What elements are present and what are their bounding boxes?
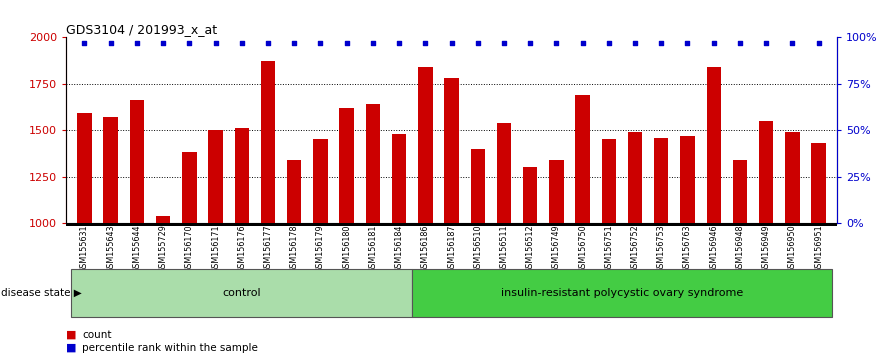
Text: insulin-resistant polycystic ovary syndrome: insulin-resistant polycystic ovary syndr… — [500, 288, 743, 298]
Point — [261, 40, 275, 46]
Bar — [602, 139, 616, 223]
Point — [234, 40, 248, 46]
Bar — [628, 132, 642, 223]
Point — [287, 40, 301, 46]
Bar — [707, 67, 721, 223]
Point — [523, 40, 537, 46]
Point — [759, 40, 774, 46]
Point — [733, 40, 747, 46]
Point — [182, 40, 196, 46]
Bar — [287, 160, 301, 223]
Point — [628, 40, 642, 46]
Bar — [785, 132, 800, 223]
Bar — [418, 67, 433, 223]
Text: control: control — [222, 288, 261, 298]
Bar — [549, 160, 564, 223]
Bar — [234, 128, 249, 223]
Bar — [392, 134, 406, 223]
Bar — [444, 78, 459, 223]
Text: percentile rank within the sample: percentile rank within the sample — [82, 343, 258, 353]
Point — [707, 40, 721, 46]
Point — [680, 40, 694, 46]
Text: count: count — [82, 330, 111, 339]
Text: ■: ■ — [66, 330, 77, 339]
Point — [104, 40, 118, 46]
Bar — [130, 101, 144, 223]
Text: disease state ▶: disease state ▶ — [1, 288, 82, 298]
Point — [156, 40, 170, 46]
Point — [392, 40, 406, 46]
Bar — [182, 153, 196, 223]
Text: ■: ■ — [66, 343, 77, 353]
Point — [602, 40, 616, 46]
Bar — [261, 61, 275, 223]
Point — [575, 40, 589, 46]
Point — [339, 40, 353, 46]
Bar — [156, 216, 170, 223]
Point — [418, 40, 433, 46]
Point — [366, 40, 380, 46]
Bar — [575, 95, 589, 223]
Point — [314, 40, 328, 46]
Bar — [523, 167, 537, 223]
Bar — [208, 130, 223, 223]
Point — [470, 40, 485, 46]
Point — [785, 40, 799, 46]
Bar — [759, 121, 774, 223]
Text: GDS3104 / 201993_x_at: GDS3104 / 201993_x_at — [66, 23, 218, 36]
Point — [497, 40, 511, 46]
Bar — [470, 149, 485, 223]
Bar — [314, 139, 328, 223]
Bar — [811, 143, 825, 223]
Bar — [103, 117, 118, 223]
Bar — [366, 104, 380, 223]
Point — [811, 40, 825, 46]
Bar — [733, 160, 747, 223]
Point — [655, 40, 669, 46]
Point — [550, 40, 564, 46]
Bar — [78, 113, 92, 223]
Point — [78, 40, 92, 46]
Point — [209, 40, 223, 46]
Point — [130, 40, 144, 46]
Bar — [497, 123, 511, 223]
Bar — [654, 137, 669, 223]
Bar — [339, 108, 354, 223]
Point — [444, 40, 458, 46]
Bar — [680, 136, 695, 223]
